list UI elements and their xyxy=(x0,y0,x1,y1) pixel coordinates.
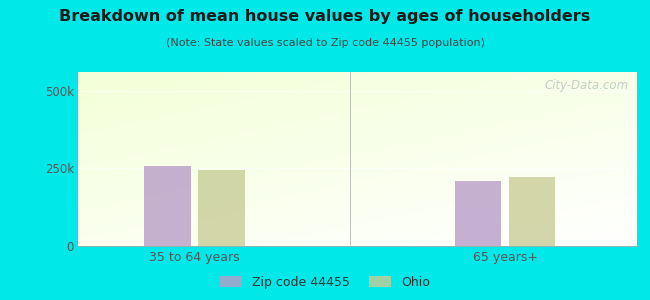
Bar xyxy=(144,166,190,246)
Text: (Note: State values scaled to Zip code 44455 population): (Note: State values scaled to Zip code 4… xyxy=(166,38,484,47)
Bar xyxy=(454,182,501,246)
Bar xyxy=(198,170,245,246)
Bar xyxy=(509,177,556,246)
Legend: Zip code 44455, Ohio: Zip code 44455, Ohio xyxy=(214,271,436,294)
Text: Breakdown of mean house values by ages of householders: Breakdown of mean house values by ages o… xyxy=(59,9,591,24)
Text: City-Data.com: City-Data.com xyxy=(545,79,629,92)
